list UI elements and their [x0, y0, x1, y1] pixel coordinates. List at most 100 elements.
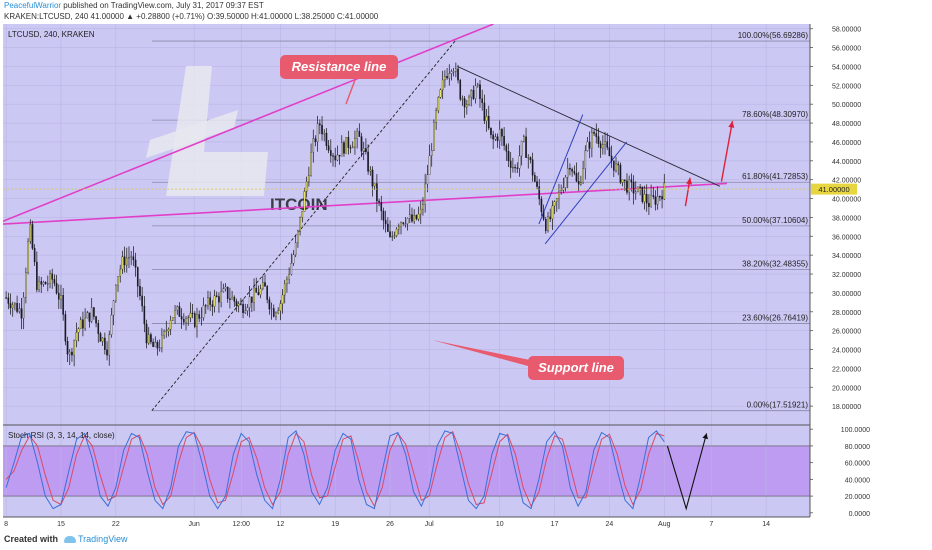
candle-body: [99, 333, 102, 342]
candle-body: [476, 84, 479, 86]
candle-body: [275, 312, 277, 317]
candle-body: [27, 241, 29, 273]
candle-body: [481, 98, 483, 104]
stoch-rsi-lines: [5, 430, 708, 511]
candle-body: [229, 298, 231, 300]
candle-body: [459, 80, 462, 100]
candle-body: [231, 296, 233, 300]
price-tick-label: 44.00000: [832, 159, 861, 166]
candle-body: [448, 73, 451, 79]
candle-body: [347, 137, 350, 148]
candle-body: [215, 295, 218, 297]
candle-body: [498, 129, 501, 141]
candle-body: [301, 211, 304, 218]
rsi-tick-label: 0.0000: [849, 511, 871, 518]
candle-body: [25, 272, 27, 298]
candle-body: [634, 191, 637, 194]
candle-body: [233, 296, 236, 302]
candle-body: [450, 71, 453, 74]
candle-body: [42, 282, 45, 285]
candle-body: [55, 283, 58, 294]
candle-body: [553, 201, 556, 207]
candle-body: [544, 219, 547, 231]
resistance-pointer: [345, 79, 356, 105]
fib-level-label: 23.60%(26.76419): [742, 313, 808, 322]
symbol-label: LTCUSD, 240, KRAKEN: [8, 30, 95, 39]
candle-body: [621, 179, 624, 183]
candle-body: [419, 208, 422, 215]
candle-body: [191, 312, 194, 315]
candle-body: [487, 116, 490, 129]
candle-body: [663, 182, 666, 200]
candle-body: [36, 261, 38, 290]
candle-body: [123, 256, 126, 266]
time-tick-label: 7: [709, 521, 713, 528]
candle-body: [413, 215, 415, 222]
candle-body: [428, 155, 431, 175]
price-tick-label: 40.00000: [832, 197, 861, 204]
time-tick-label: 26: [386, 521, 394, 528]
price-tick-label: 24.00000: [832, 348, 861, 355]
candle-body: [474, 85, 477, 99]
price-axis[interactable]: 18.00000 20.00000 22.00000 24.00000 26.00000…: [809, 24, 861, 517]
candle-body: [136, 267, 139, 287]
rsi-tick-label: 60.0000: [845, 461, 870, 468]
rsi-tick-label: 20.0000: [845, 494, 870, 501]
time-tick-label: Aug: [658, 521, 671, 528]
candle-body: [332, 155, 334, 157]
support-callout: [528, 356, 624, 380]
candle-body: [226, 286, 229, 299]
candle-body: [470, 90, 473, 98]
candle-body: [402, 222, 405, 224]
tradingview-logo[interactable]: TradingView: [64, 534, 128, 544]
candle-body: [577, 181, 580, 185]
candle-body: [362, 148, 365, 152]
price-pane[interactable]: [3, 24, 810, 425]
channel-upper-line: [538, 114, 584, 225]
candle-body: [9, 303, 12, 309]
candle-body: [466, 104, 468, 108]
candle-body: [452, 71, 455, 73]
candle-body: [555, 198, 558, 202]
candle-body: [365, 148, 367, 153]
author-link[interactable]: PeacefulWarrior: [4, 1, 62, 10]
published-text: published on TradingView.com, July 31, 2…: [63, 1, 264, 10]
time-tick-label: 17: [551, 521, 559, 528]
candle-body: [246, 307, 249, 312]
candle-body: [632, 181, 635, 194]
candle-body: [518, 155, 521, 169]
candle-body: [154, 342, 157, 347]
candle-body: [408, 214, 411, 219]
time-axis[interactable]: 8 15 22 Jun 12:00 12 19 26 Jul 10 17 24 Aug 7 14: [3, 516, 810, 528]
candle-body: [536, 181, 538, 187]
fib-level-label: 50.00%(37.10604): [742, 216, 808, 225]
candle-body: [29, 224, 32, 242]
candle-body: [367, 151, 369, 172]
candle-body: [591, 132, 593, 149]
candle-body: [176, 306, 179, 311]
candle-body: [64, 314, 67, 342]
resistance-trendline: [3, 24, 494, 222]
time-tick-label: 15: [57, 521, 65, 528]
candle-body: [378, 200, 380, 203]
candle-body: [51, 273, 54, 280]
candle-body: [551, 205, 554, 220]
price-tick-label: 54.00000: [832, 64, 861, 71]
candle-body: [415, 215, 418, 220]
candle-body: [268, 299, 271, 310]
candle-body: [286, 278, 288, 285]
time-tick-label: 10: [496, 521, 504, 528]
candle-body: [97, 323, 100, 334]
candle-body: [380, 202, 383, 212]
candle-body: [391, 236, 394, 238]
candle-body: [654, 196, 657, 205]
current-price-tag: [811, 183, 857, 195]
candle-body: [485, 116, 488, 121]
candle-body: [86, 312, 89, 319]
candle-body: [305, 181, 308, 192]
candle-body: [531, 159, 534, 176]
candle-body: [345, 137, 347, 154]
candle-body: [349, 147, 352, 149]
candle-body: [11, 304, 14, 309]
publish-info: PeacefulWarrior published on TradingView…: [4, 1, 264, 10]
